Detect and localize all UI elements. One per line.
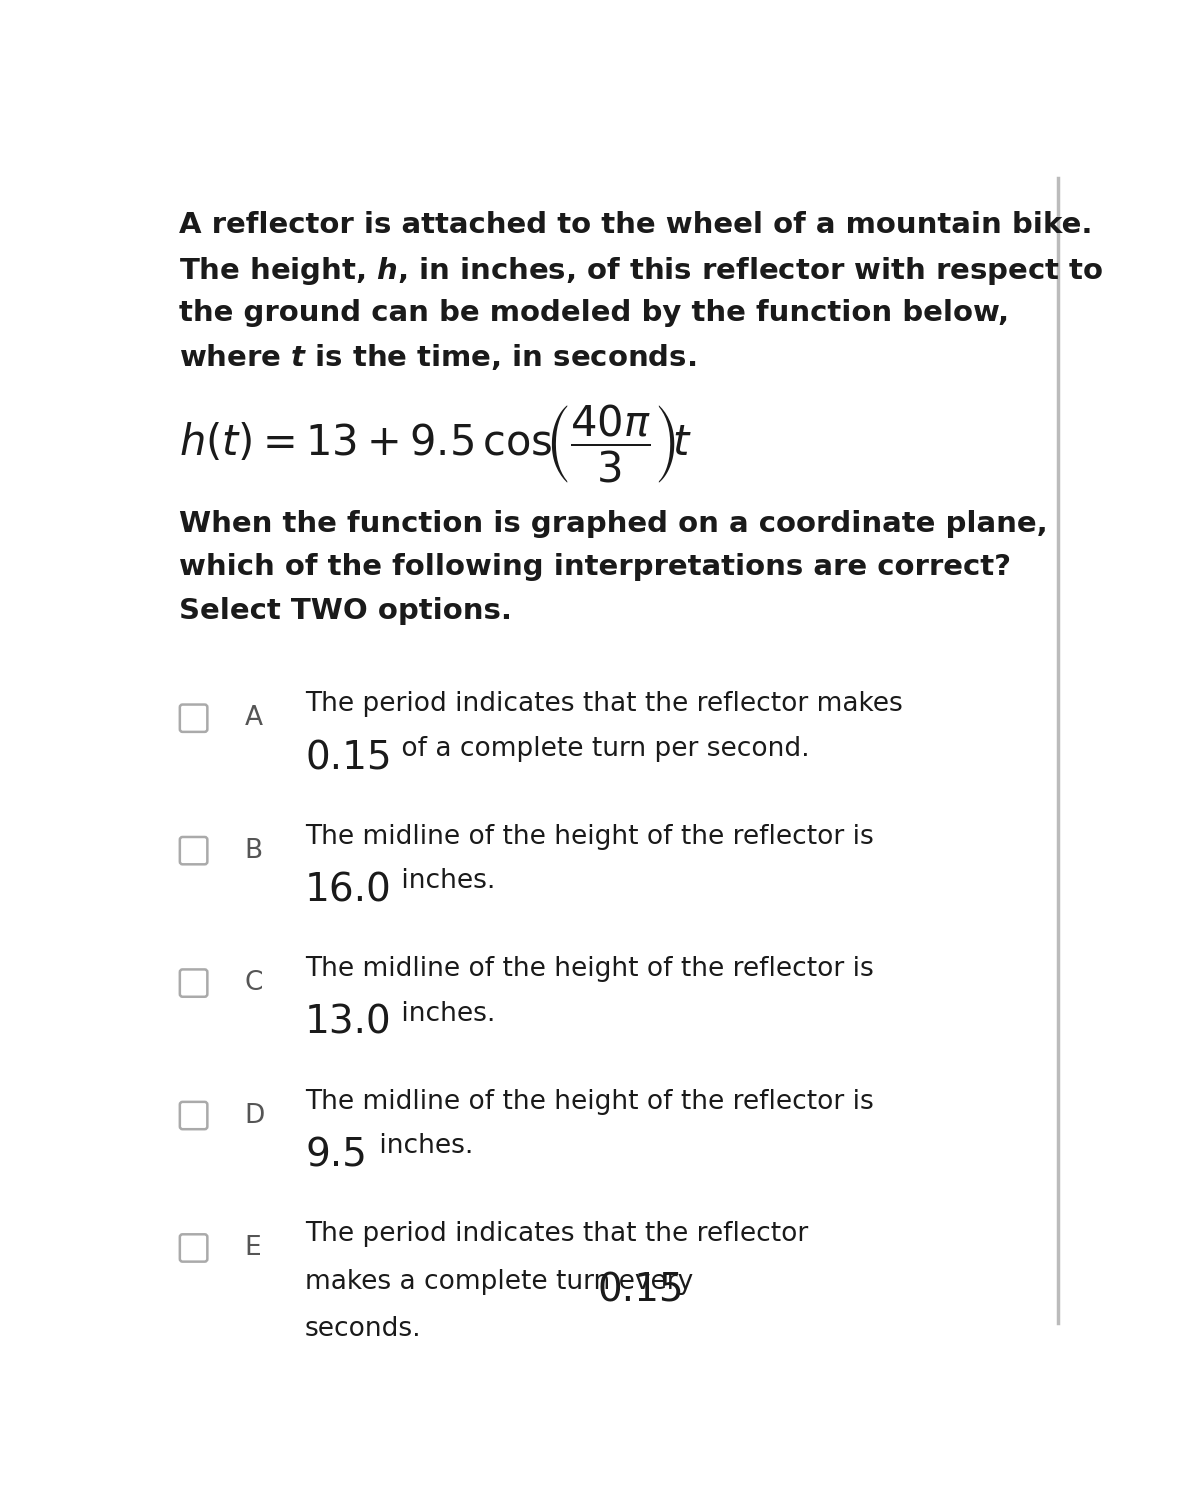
Text: E: E	[245, 1236, 262, 1261]
Text: The height, $\bfit{h}$, in inches, of this reflector with respect to: The height, $\bfit{h}$, in inches, of th…	[180, 254, 1104, 287]
Text: 0.15: 0.15	[305, 739, 391, 778]
FancyBboxPatch shape	[180, 1234, 208, 1261]
Text: seconds.: seconds.	[305, 1316, 421, 1343]
Text: The midline of the height of the reflector is: The midline of the height of the reflect…	[305, 1088, 874, 1115]
Text: where $\bfit{t}$ is the time, in seconds.: where $\bfit{t}$ is the time, in seconds…	[180, 342, 697, 372]
Text: The midline of the height of the reflector is: The midline of the height of the reflect…	[305, 956, 874, 981]
Text: The period indicates that the reflector: The period indicates that the reflector	[305, 1221, 809, 1248]
Text: When the function is graphed on a coordinate plane,: When the function is graphed on a coordi…	[180, 510, 1049, 537]
Text: inches.: inches.	[371, 1133, 474, 1160]
FancyBboxPatch shape	[180, 705, 208, 732]
Text: A reflector is attached to the wheel of a mountain bike.: A reflector is attached to the wheel of …	[180, 211, 1093, 239]
Text: C: C	[245, 970, 263, 996]
Text: 9.5: 9.5	[305, 1136, 367, 1175]
Text: the ground can be modeled by the function below,: the ground can be modeled by the functio…	[180, 299, 1009, 327]
Text: inches.: inches.	[394, 868, 496, 894]
Text: inches.: inches.	[394, 1001, 496, 1028]
Text: The period indicates that the reflector makes: The period indicates that the reflector …	[305, 691, 902, 717]
Text: 16.0: 16.0	[305, 871, 392, 910]
FancyBboxPatch shape	[180, 837, 208, 864]
Text: makes a complete turn every: makes a complete turn every	[305, 1268, 702, 1295]
Text: of a complete turn per second.: of a complete turn per second.	[394, 736, 810, 761]
Text: 13.0: 13.0	[305, 1004, 391, 1042]
Text: The midline of the height of the reflector is: The midline of the height of the reflect…	[305, 824, 874, 849]
FancyBboxPatch shape	[180, 970, 208, 996]
Text: D: D	[245, 1102, 265, 1129]
Text: which of the following interpretations are correct?: which of the following interpretations a…	[180, 553, 1012, 581]
Text: B: B	[245, 837, 263, 864]
Text: A: A	[245, 705, 263, 732]
Text: $h(t) = 13 + 9.5\,\mathrm{cos}\!\left(\dfrac{40\pi}{3}\right)\!t$: $h(t) = 13 + 9.5\,\mathrm{cos}\!\left(\d…	[180, 403, 692, 485]
FancyBboxPatch shape	[180, 1102, 208, 1129]
Text: Select TWO options.: Select TWO options.	[180, 598, 512, 626]
Text: 0.15: 0.15	[598, 1271, 684, 1310]
